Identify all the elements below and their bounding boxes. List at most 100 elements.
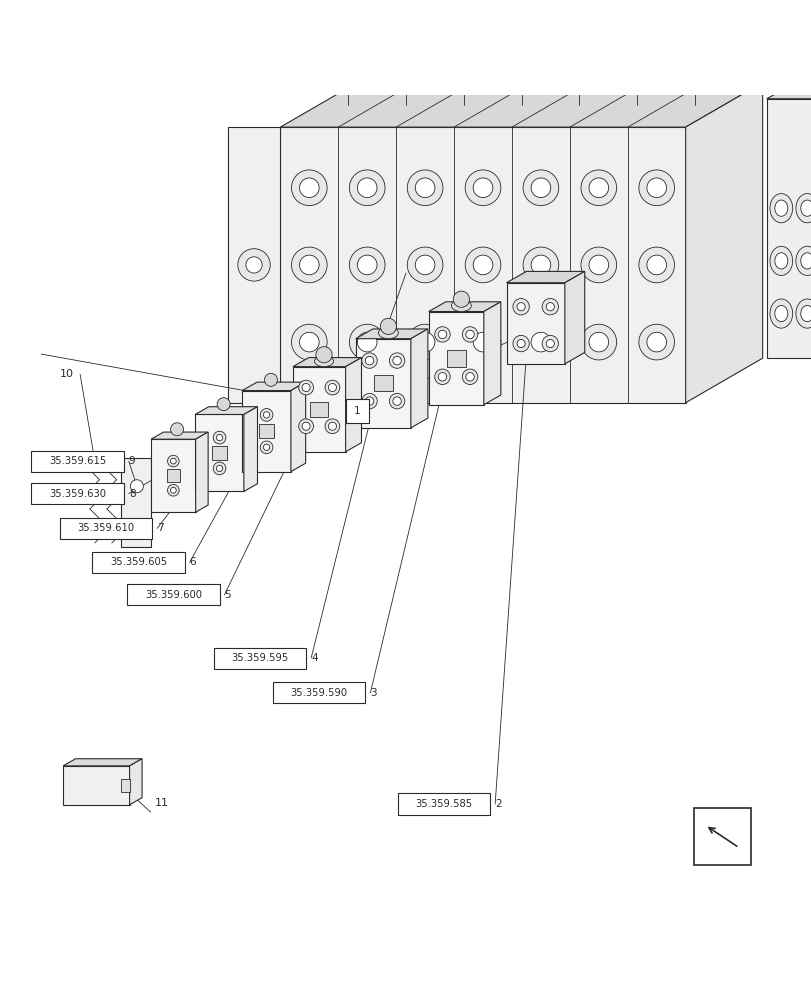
Polygon shape	[290, 382, 305, 472]
Polygon shape	[280, 83, 762, 127]
Circle shape	[291, 247, 327, 283]
Polygon shape	[121, 458, 152, 547]
Circle shape	[588, 255, 608, 275]
Circle shape	[465, 170, 500, 206]
Circle shape	[291, 170, 327, 206]
Circle shape	[513, 335, 529, 352]
Circle shape	[357, 332, 376, 352]
Circle shape	[357, 178, 376, 198]
Polygon shape	[428, 312, 483, 405]
Polygon shape	[280, 127, 684, 403]
Text: 35.359.600: 35.359.600	[144, 590, 202, 600]
Ellipse shape	[393, 55, 418, 65]
Circle shape	[217, 398, 230, 411]
Ellipse shape	[447, 62, 479, 75]
Circle shape	[131, 480, 144, 493]
Circle shape	[298, 419, 313, 434]
Polygon shape	[355, 339, 410, 428]
Polygon shape	[63, 759, 142, 766]
Ellipse shape	[378, 327, 398, 339]
Polygon shape	[483, 302, 500, 405]
Ellipse shape	[331, 62, 363, 75]
Circle shape	[349, 247, 384, 283]
Circle shape	[328, 422, 336, 430]
Ellipse shape	[451, 55, 475, 65]
Bar	[212, 446, 226, 460]
Circle shape	[298, 380, 313, 395]
Circle shape	[260, 409, 272, 421]
Polygon shape	[684, 83, 762, 403]
Circle shape	[315, 347, 332, 363]
Circle shape	[546, 303, 554, 311]
Ellipse shape	[774, 253, 787, 269]
Circle shape	[299, 332, 319, 352]
Circle shape	[434, 327, 449, 342]
Circle shape	[517, 339, 525, 348]
Circle shape	[407, 324, 442, 360]
Ellipse shape	[678, 62, 710, 75]
Polygon shape	[766, 81, 811, 99]
Circle shape	[453, 291, 469, 307]
Polygon shape	[766, 99, 811, 358]
Polygon shape	[130, 759, 142, 805]
Circle shape	[260, 441, 272, 454]
Ellipse shape	[567, 55, 591, 65]
FancyBboxPatch shape	[32, 451, 124, 472]
Ellipse shape	[800, 200, 811, 216]
Circle shape	[414, 255, 435, 275]
Circle shape	[217, 465, 222, 472]
Circle shape	[389, 393, 405, 409]
Ellipse shape	[774, 200, 787, 216]
Bar	[446, 350, 466, 367]
Polygon shape	[151, 432, 208, 439]
Circle shape	[328, 383, 336, 392]
Circle shape	[131, 524, 144, 537]
Circle shape	[362, 353, 377, 368]
Circle shape	[465, 247, 500, 283]
FancyBboxPatch shape	[272, 682, 365, 703]
Circle shape	[466, 373, 474, 381]
Text: 8: 8	[129, 489, 135, 499]
Circle shape	[473, 255, 492, 275]
Circle shape	[393, 356, 401, 365]
Polygon shape	[243, 407, 257, 491]
Circle shape	[380, 318, 396, 334]
Circle shape	[513, 299, 529, 315]
Polygon shape	[242, 382, 305, 391]
Polygon shape	[242, 391, 290, 472]
Text: 1: 1	[354, 406, 360, 416]
Circle shape	[638, 170, 674, 206]
Circle shape	[517, 303, 525, 311]
Polygon shape	[410, 329, 427, 428]
Polygon shape	[293, 367, 345, 452]
Circle shape	[414, 332, 435, 352]
Circle shape	[170, 423, 183, 436]
Circle shape	[213, 431, 225, 444]
Circle shape	[461, 327, 477, 342]
Circle shape	[167, 455, 179, 467]
Text: 35.359.615: 35.359.615	[49, 456, 106, 466]
Polygon shape	[506, 271, 584, 283]
Ellipse shape	[774, 305, 787, 322]
Text: 3: 3	[370, 688, 376, 698]
FancyBboxPatch shape	[127, 584, 219, 605]
Text: 35.359.595: 35.359.595	[231, 653, 289, 663]
Circle shape	[638, 247, 674, 283]
Bar	[310, 402, 328, 417]
Polygon shape	[63, 766, 130, 805]
Circle shape	[588, 332, 608, 352]
Text: 35.359.590: 35.359.590	[290, 688, 347, 698]
Polygon shape	[195, 432, 208, 512]
Circle shape	[324, 380, 339, 395]
Circle shape	[646, 255, 666, 275]
Circle shape	[646, 178, 666, 198]
Circle shape	[407, 247, 442, 283]
Circle shape	[522, 247, 558, 283]
Text: 5: 5	[224, 590, 231, 600]
Circle shape	[513, 42, 529, 58]
FancyBboxPatch shape	[32, 483, 124, 504]
Ellipse shape	[682, 55, 706, 65]
Circle shape	[580, 324, 616, 360]
Circle shape	[473, 332, 492, 352]
Circle shape	[167, 484, 179, 496]
